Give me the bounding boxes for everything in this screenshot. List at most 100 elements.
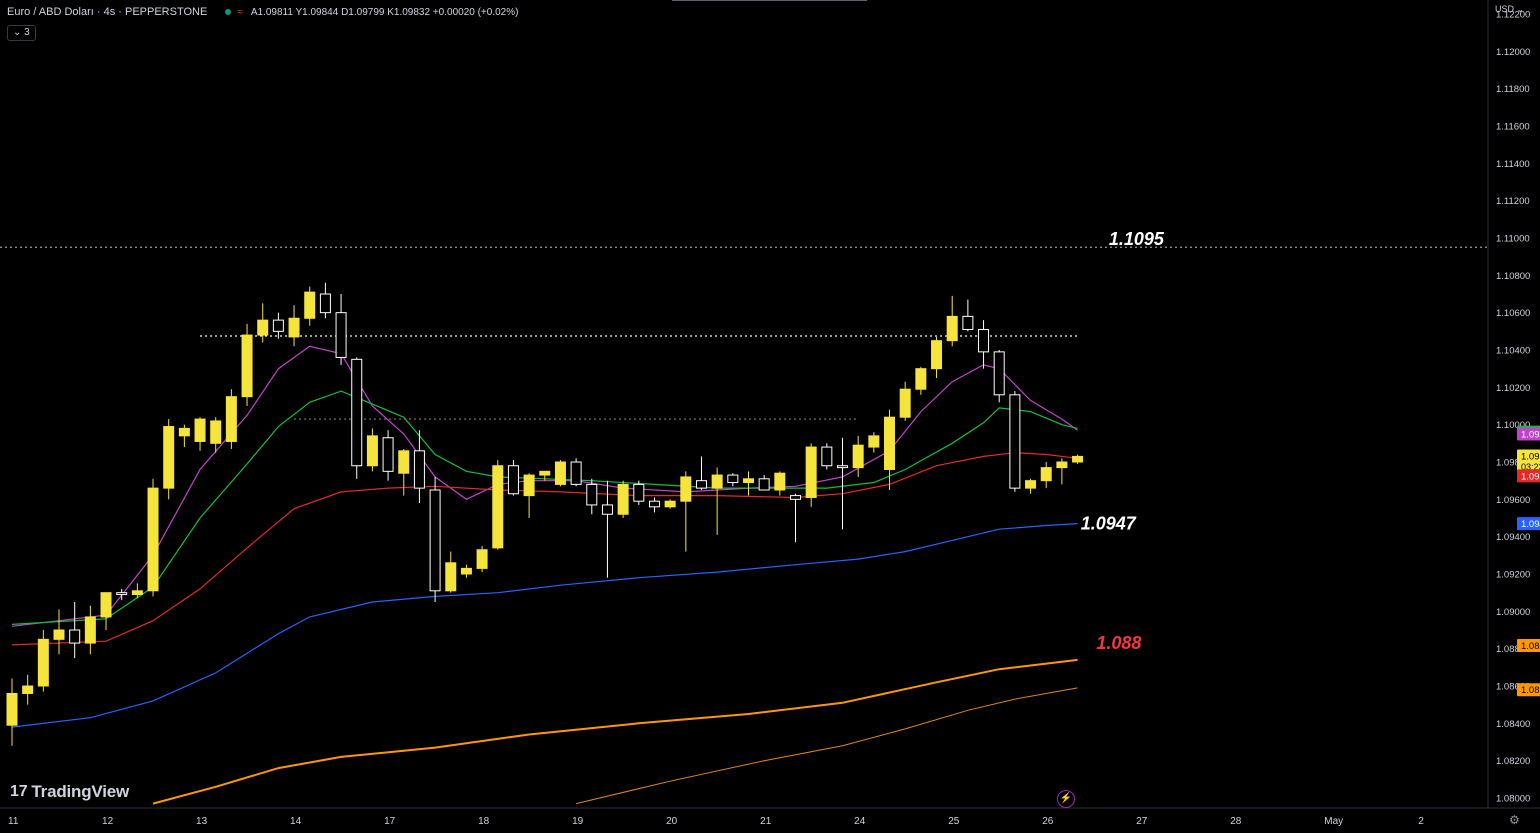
price-label-bg — [1517, 427, 1540, 441]
candle[interactable] — [194, 417, 206, 451]
y-tick-label: 1.12000 — [1496, 47, 1530, 58]
candle[interactable] — [272, 312, 284, 339]
candle[interactable] — [884, 409, 896, 490]
candle[interactable] — [335, 294, 347, 365]
candle[interactable] — [288, 305, 300, 347]
candle[interactable] — [1040, 462, 1052, 489]
candle[interactable] — [460, 564, 472, 578]
candle[interactable] — [790, 493, 801, 543]
candle[interactable] — [413, 430, 425, 504]
candle[interactable] — [539, 470, 551, 481]
candle[interactable] — [241, 323, 253, 406]
candle[interactable] — [257, 303, 269, 343]
candle[interactable] — [116, 588, 128, 601]
moving-average-line-ema_blue[interactable] — [11, 523, 1078, 728]
candle[interactable] — [758, 475, 770, 491]
candle-body — [178, 427, 190, 437]
candle[interactable] — [382, 430, 394, 481]
candle[interactable] — [163, 419, 175, 500]
candle-body — [507, 465, 519, 495]
candle[interactable] — [946, 295, 958, 347]
candle[interactable] — [993, 350, 1005, 403]
candle[interactable] — [492, 460, 504, 550]
candle[interactable] — [476, 546, 488, 573]
moving-average-line-ema_fast[interactable] — [11, 345, 1078, 627]
candle[interactable] — [147, 478, 159, 597]
candle[interactable] — [22, 674, 34, 705]
candle[interactable] — [1025, 478, 1037, 494]
y-tick-label: 1.09000 — [1496, 607, 1530, 618]
candle-body — [884, 416, 896, 470]
candle[interactable] — [680, 471, 692, 552]
candle[interactable] — [774, 471, 786, 496]
candle[interactable] — [868, 432, 880, 453]
candle[interactable] — [319, 282, 331, 319]
candle[interactable] — [100, 592, 112, 630]
candle[interactable] — [727, 473, 739, 487]
moving-average-line-ema_red[interactable] — [11, 452, 1078, 646]
candle[interactable] — [69, 602, 81, 658]
candle[interactable] — [821, 443, 833, 470]
tradingview-logo[interactable]: 17 TradingView — [10, 782, 129, 802]
candle[interactable] — [899, 381, 911, 421]
y-tick-label: 1.09400 — [1496, 532, 1530, 543]
candle[interactable] — [648, 497, 660, 513]
candle[interactable] — [523, 473, 535, 518]
price-annotation-text[interactable]: 1.0947 — [1081, 514, 1137, 534]
candle[interactable] — [178, 424, 190, 448]
candle-body — [492, 465, 504, 549]
candle[interactable] — [805, 443, 817, 507]
candle[interactable] — [1072, 454, 1084, 464]
candle[interactable] — [507, 460, 519, 496]
price-annotation-text[interactable]: 1.088 — [1096, 633, 1141, 653]
candle[interactable] — [617, 480, 629, 518]
candle[interactable] — [742, 471, 754, 496]
price-label-bg — [1517, 517, 1540, 531]
candle[interactable] — [366, 428, 378, 472]
y-tick-label: 1.10000 — [1496, 420, 1530, 431]
symbol-legend[interactable]: Euro / ABD Doları · 4s · PEPPERSTONE ≈ A… — [7, 6, 518, 18]
candle[interactable] — [978, 320, 990, 369]
candle[interactable] — [351, 357, 363, 479]
candle[interactable] — [554, 460, 566, 487]
price-annotation-text[interactable]: 1.1095 — [1109, 229, 1165, 249]
candle[interactable] — [429, 476, 441, 602]
top-scroll-indicator — [672, 0, 867, 1]
x-tick-label: 14 — [290, 816, 302, 827]
candle[interactable] — [633, 480, 645, 505]
candle[interactable] — [711, 467, 723, 535]
candle[interactable] — [915, 366, 927, 395]
candle[interactable] — [1056, 458, 1068, 485]
indicators-toggle-button[interactable]: ⌄ 3 — [7, 25, 36, 41]
candle[interactable] — [852, 435, 864, 477]
x-tick-label: 18 — [478, 816, 490, 827]
candle[interactable] — [962, 299, 974, 332]
candle[interactable] — [570, 458, 582, 487]
settings-gear-icon[interactable]: ⚙ — [1509, 813, 1520, 827]
candle[interactable] — [6, 678, 18, 746]
candle[interactable] — [695, 456, 707, 490]
candle[interactable] — [304, 286, 316, 326]
candle[interactable] — [398, 448, 410, 496]
lightning-icon[interactable]: ⚡ — [1057, 790, 1075, 808]
candle[interactable] — [664, 499, 676, 509]
moving-average-line-ema_orange_thin[interactable] — [575, 687, 1078, 805]
candle[interactable] — [225, 389, 237, 449]
candle[interactable] — [37, 630, 49, 692]
candle[interactable] — [53, 609, 65, 655]
x-tick-label: 20 — [666, 816, 678, 827]
candle[interactable] — [131, 583, 143, 599]
candle[interactable] — [445, 551, 457, 593]
candle[interactable] — [837, 437, 849, 530]
candle[interactable] — [931, 336, 943, 378]
candle-body — [476, 549, 488, 569]
candle[interactable] — [210, 417, 222, 453]
candle[interactable] — [1009, 391, 1021, 492]
candle[interactable] — [84, 605, 96, 655]
candle[interactable] — [601, 480, 613, 578]
symbol-title[interactable]: Euro / ABD Doları · 4s · PEPPERSTONE — [7, 6, 208, 18]
moving-average-line-ema_orange[interactable] — [152, 658, 1078, 805]
candle[interactable] — [586, 478, 598, 515]
currency-selector[interactable]: USD ⌄ — [1495, 4, 1525, 14]
